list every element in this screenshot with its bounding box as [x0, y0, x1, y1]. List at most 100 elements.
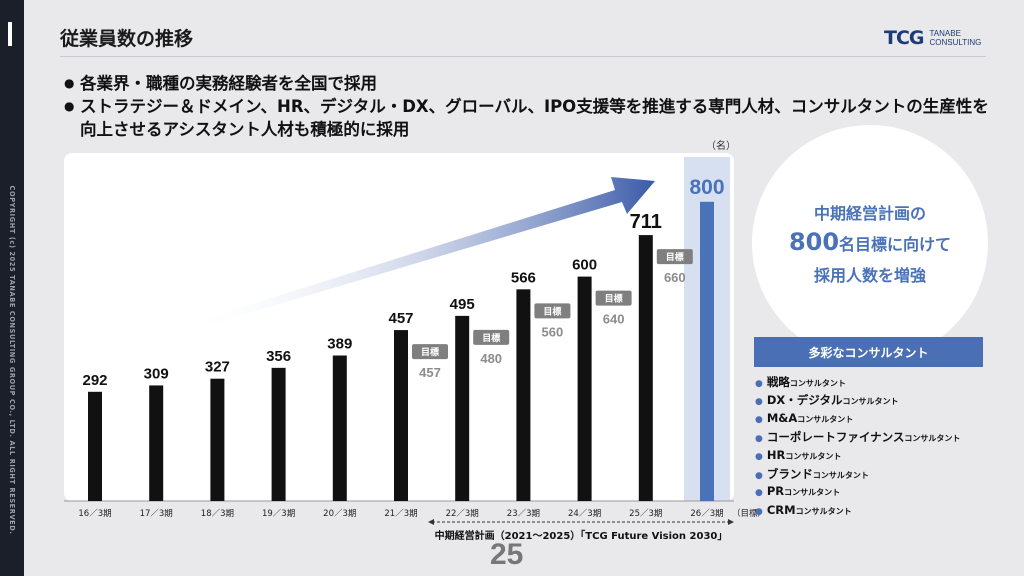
- consultant-type: CRM: [766, 502, 796, 517]
- title-divider: [60, 56, 986, 57]
- bar-value-label: 327: [205, 359, 230, 376]
- x-tick-label: 18／3期: [201, 509, 234, 519]
- x-tick-label: 16／3期: [78, 509, 111, 519]
- target-value-label: 640: [603, 312, 625, 327]
- mid-term-plan-label: 中期経営計画（2021～2025）「TCG Future Vision 2030…: [434, 531, 728, 542]
- consultants-header: 多彩なコンサルタント: [754, 337, 983, 367]
- bar-value-label: 711: [630, 211, 662, 233]
- bar-value-label: 389: [327, 336, 352, 353]
- bar-value-label: 292: [82, 372, 107, 389]
- bullet-list: 各業界・職種の実務経験者を全国で採用 ストラテジー＆ドメイン、HR、デジタル・D…: [64, 72, 994, 141]
- bullet-dot-icon: ●: [755, 488, 763, 499]
- bullet-dot-icon: ●: [755, 451, 763, 462]
- logo-line1: TANABE: [929, 29, 961, 38]
- callout-target-number: 800: [788, 228, 840, 256]
- callout-line2: 800名目標に向けて: [789, 228, 951, 256]
- target-badge: [656, 249, 693, 265]
- target-badge-label: 目標: [543, 305, 561, 317]
- target-value-label: 480: [480, 351, 502, 366]
- bar-26／3期: [700, 201, 714, 502]
- target-value-label: 660: [664, 270, 686, 285]
- target-badge: [473, 329, 510, 345]
- bar-value-label: 495: [450, 296, 475, 313]
- bullet-item: ストラテジー＆ドメイン、HR、デジタル・DX、グローバル、IPO支援等を推進する…: [64, 95, 994, 141]
- target-badge-label: 目標: [482, 332, 500, 344]
- logo-line2: CONSULTING: [929, 38, 982, 47]
- bar-value-label: 600: [572, 257, 597, 274]
- bullet-item: 各業界・職種の実務経験者を全国で採用: [64, 72, 994, 95]
- x-tick-label: 20／3期: [323, 509, 356, 519]
- bar-21／3期: [394, 330, 408, 501]
- consultant-suffix: コンサルタント: [784, 488, 841, 498]
- consultant-suffix: コンサルタント: [789, 379, 846, 388]
- consultants-list: ● 戦略コンサルタント ● DX・デジタルコンサルタント ● M&Aコンサルタント ● コーポ…: [755, 374, 960, 521]
- bar-value-label: 309: [144, 365, 169, 382]
- period-arrow: [428, 519, 734, 525]
- target-badge-label: 目標: [605, 293, 623, 305]
- consultant-type: コーポレートファイナンス: [766, 430, 905, 445]
- target-suffix-label: （目標）: [732, 508, 766, 519]
- bullet-dot-icon: ●: [755, 434, 763, 445]
- company-logo: TCG TANABE CONSULTING: [884, 27, 981, 49]
- consultant-suffix: コンサルタント: [904, 434, 961, 444]
- callout-line1: 中期経営計画の: [813, 204, 926, 223]
- growth-arrow: [185, 177, 655, 330]
- x-tick-label: 24／3期: [568, 509, 601, 519]
- bar-value-label: 356: [266, 348, 291, 365]
- bullet-dot-icon: ●: [755, 506, 763, 517]
- consultant-type: PR: [766, 484, 785, 499]
- target-badge: [412, 344, 448, 360]
- bullet-dot-icon: ●: [755, 414, 763, 425]
- consultant-item: ● PRコンサルタント: [755, 484, 960, 502]
- target-badge-label: 目標: [421, 346, 439, 358]
- bullet-dot-icon: ●: [755, 397, 763, 408]
- bar-19／3期: [271, 367, 286, 501]
- callout-line3: 採用人数を増強: [813, 266, 926, 285]
- bar-23／3期: [516, 289, 531, 501]
- consultant-item: ● ブランドコンサルタント: [755, 466, 960, 484]
- logo-mark: TCG: [884, 27, 924, 49]
- target-value-label: 560: [542, 324, 564, 339]
- target-callout-circle: 中期経営計画の 800名目標に向けて 採用人数を増強: [752, 125, 988, 361]
- consultant-item: ● M&Aコンサルタント: [755, 411, 960, 429]
- chart-unit-label: （名）: [706, 141, 736, 152]
- target-badge-label: 目標: [666, 251, 684, 263]
- sidebar: COPYRIGHT (c) 2025 TANABE CONSULTING GRO…: [0, 0, 24, 576]
- consultant-item: ● CRMコンサルタント: [755, 503, 960, 521]
- consultant-item: ● DX・デジタルコンサルタント: [755, 392, 960, 410]
- consultant-type: HR: [766, 447, 786, 462]
- consultant-item: ● コーポレートファイナンスコンサルタント: [755, 429, 960, 447]
- consultant-item: ● 戦略コンサルタント: [755, 374, 960, 392]
- target-badge: [595, 290, 632, 306]
- bar-18／3期: [210, 378, 225, 501]
- consultant-suffix: コンサルタント: [785, 451, 842, 461]
- consultant-suffix: コンサルタント: [842, 397, 899, 407]
- consultant-suffix: コンサルタント: [812, 470, 869, 480]
- x-tick-label: 19／3期: [262, 509, 295, 519]
- bar-22／3期: [455, 315, 470, 501]
- callout-line2-rest: 名目標に向けて: [839, 235, 952, 254]
- target-value-label: 457: [419, 365, 441, 380]
- x-tick-label: 26／3期: [690, 509, 723, 519]
- bullet-dot-icon: ●: [755, 379, 763, 389]
- consultant-item: ● HRコンサルタント: [755, 448, 960, 466]
- page-title: 従業員数の推移: [60, 28, 194, 50]
- consultant-suffix: コンサルタント: [795, 506, 852, 516]
- bar-24／3期: [577, 276, 592, 501]
- consultant-type: DX・デジタル: [766, 393, 843, 408]
- bar-value-label: 457: [388, 310, 413, 327]
- x-tick-label: 21／3期: [384, 509, 417, 519]
- bar-value-label: 566: [511, 269, 536, 286]
- target-badge: [534, 303, 571, 319]
- x-tick-label: 17／3期: [140, 509, 173, 519]
- consultant-type: M&A: [766, 410, 798, 425]
- logo-subtext: TANABE CONSULTING: [930, 29, 982, 47]
- consultant-suffix: コンサルタント: [797, 414, 854, 424]
- bar-17／3期: [149, 385, 164, 501]
- x-tick-label: 22／3期: [446, 509, 479, 519]
- bar-16／3期: [88, 391, 102, 501]
- page-number: 25: [490, 538, 524, 571]
- bar-20／3期: [332, 355, 347, 501]
- bullet-dot-icon: ●: [755, 470, 763, 481]
- x-tick-label: 25／3期: [629, 509, 662, 519]
